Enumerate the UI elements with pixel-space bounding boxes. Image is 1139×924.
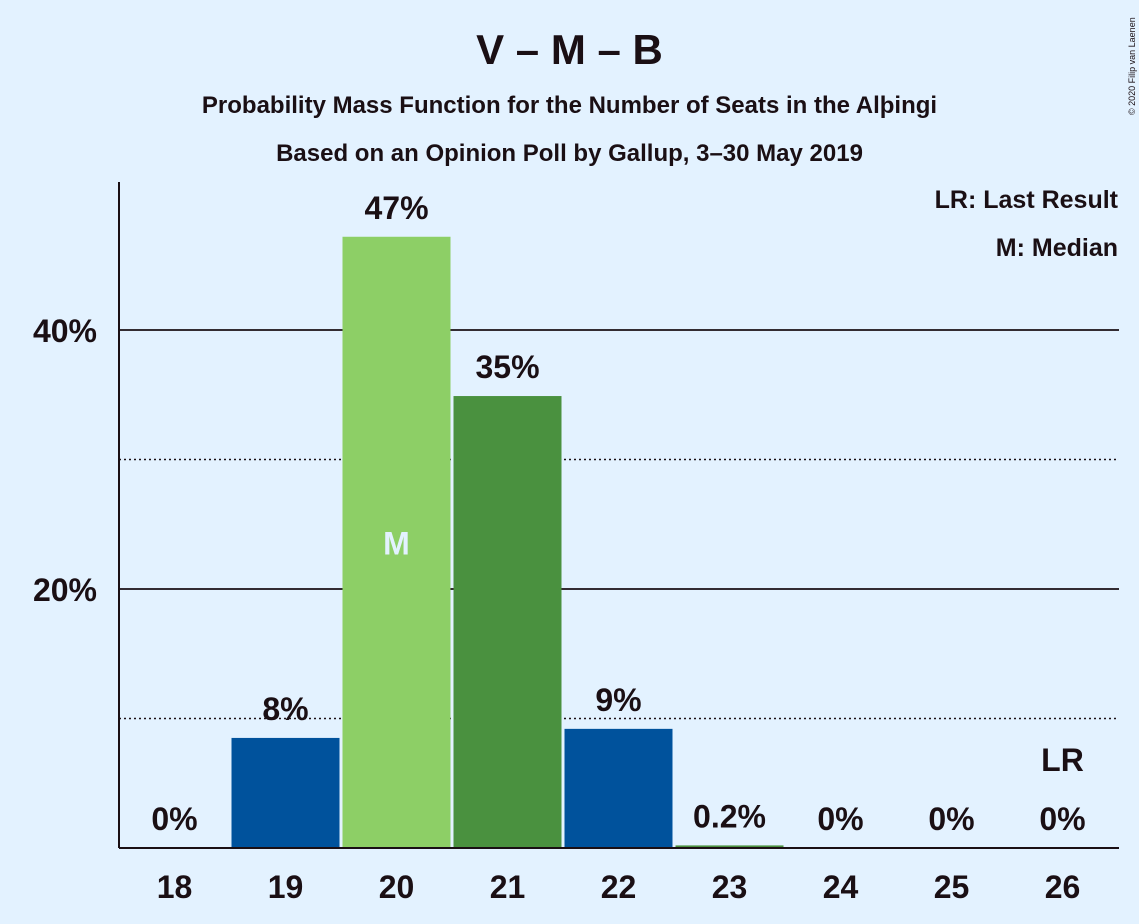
data-label: 0% bbox=[151, 801, 197, 837]
data-label: 0% bbox=[928, 801, 974, 837]
y-tick-label: 40% bbox=[33, 313, 97, 349]
legend-median: M: Median bbox=[995, 234, 1118, 262]
x-tick-label: 25 bbox=[934, 869, 970, 905]
chart-title: V – M – B bbox=[476, 26, 663, 73]
data-label: 35% bbox=[475, 349, 539, 385]
chart-subtitle-poll: Based on an Opinion Poll by Gallup, 3–30… bbox=[276, 140, 863, 167]
data-label: 47% bbox=[364, 190, 428, 226]
data-label: 8% bbox=[262, 691, 308, 727]
bar-seats-20 bbox=[342, 236, 451, 848]
x-tick-label: 22 bbox=[601, 869, 637, 905]
bar-seats-22 bbox=[564, 728, 673, 848]
x-tick-label: 21 bbox=[490, 869, 526, 905]
x-tick-label: 24 bbox=[823, 869, 859, 905]
bar-seats-21 bbox=[453, 396, 562, 848]
data-label: 9% bbox=[595, 682, 641, 718]
last-result-marker: LR bbox=[1041, 742, 1084, 778]
x-tick-label: 20 bbox=[379, 869, 415, 905]
x-tick-label: 19 bbox=[268, 869, 304, 905]
bar-seats-19 bbox=[231, 737, 340, 848]
bar-seats-23 bbox=[675, 845, 784, 848]
data-label: 0% bbox=[817, 801, 863, 837]
y-tick-label: 20% bbox=[33, 572, 97, 608]
chart-subtitle: Probability Mass Function for the Number… bbox=[201, 92, 938, 119]
median-marker: M bbox=[383, 525, 410, 561]
x-tick-label: 18 bbox=[157, 869, 193, 905]
x-tick-label: 26 bbox=[1045, 869, 1081, 905]
data-label: 0% bbox=[1039, 801, 1085, 837]
x-tick-label: 23 bbox=[712, 869, 748, 905]
legend-last-result: LR: Last Result bbox=[934, 186, 1118, 214]
data-label: 0.2% bbox=[693, 798, 766, 834]
